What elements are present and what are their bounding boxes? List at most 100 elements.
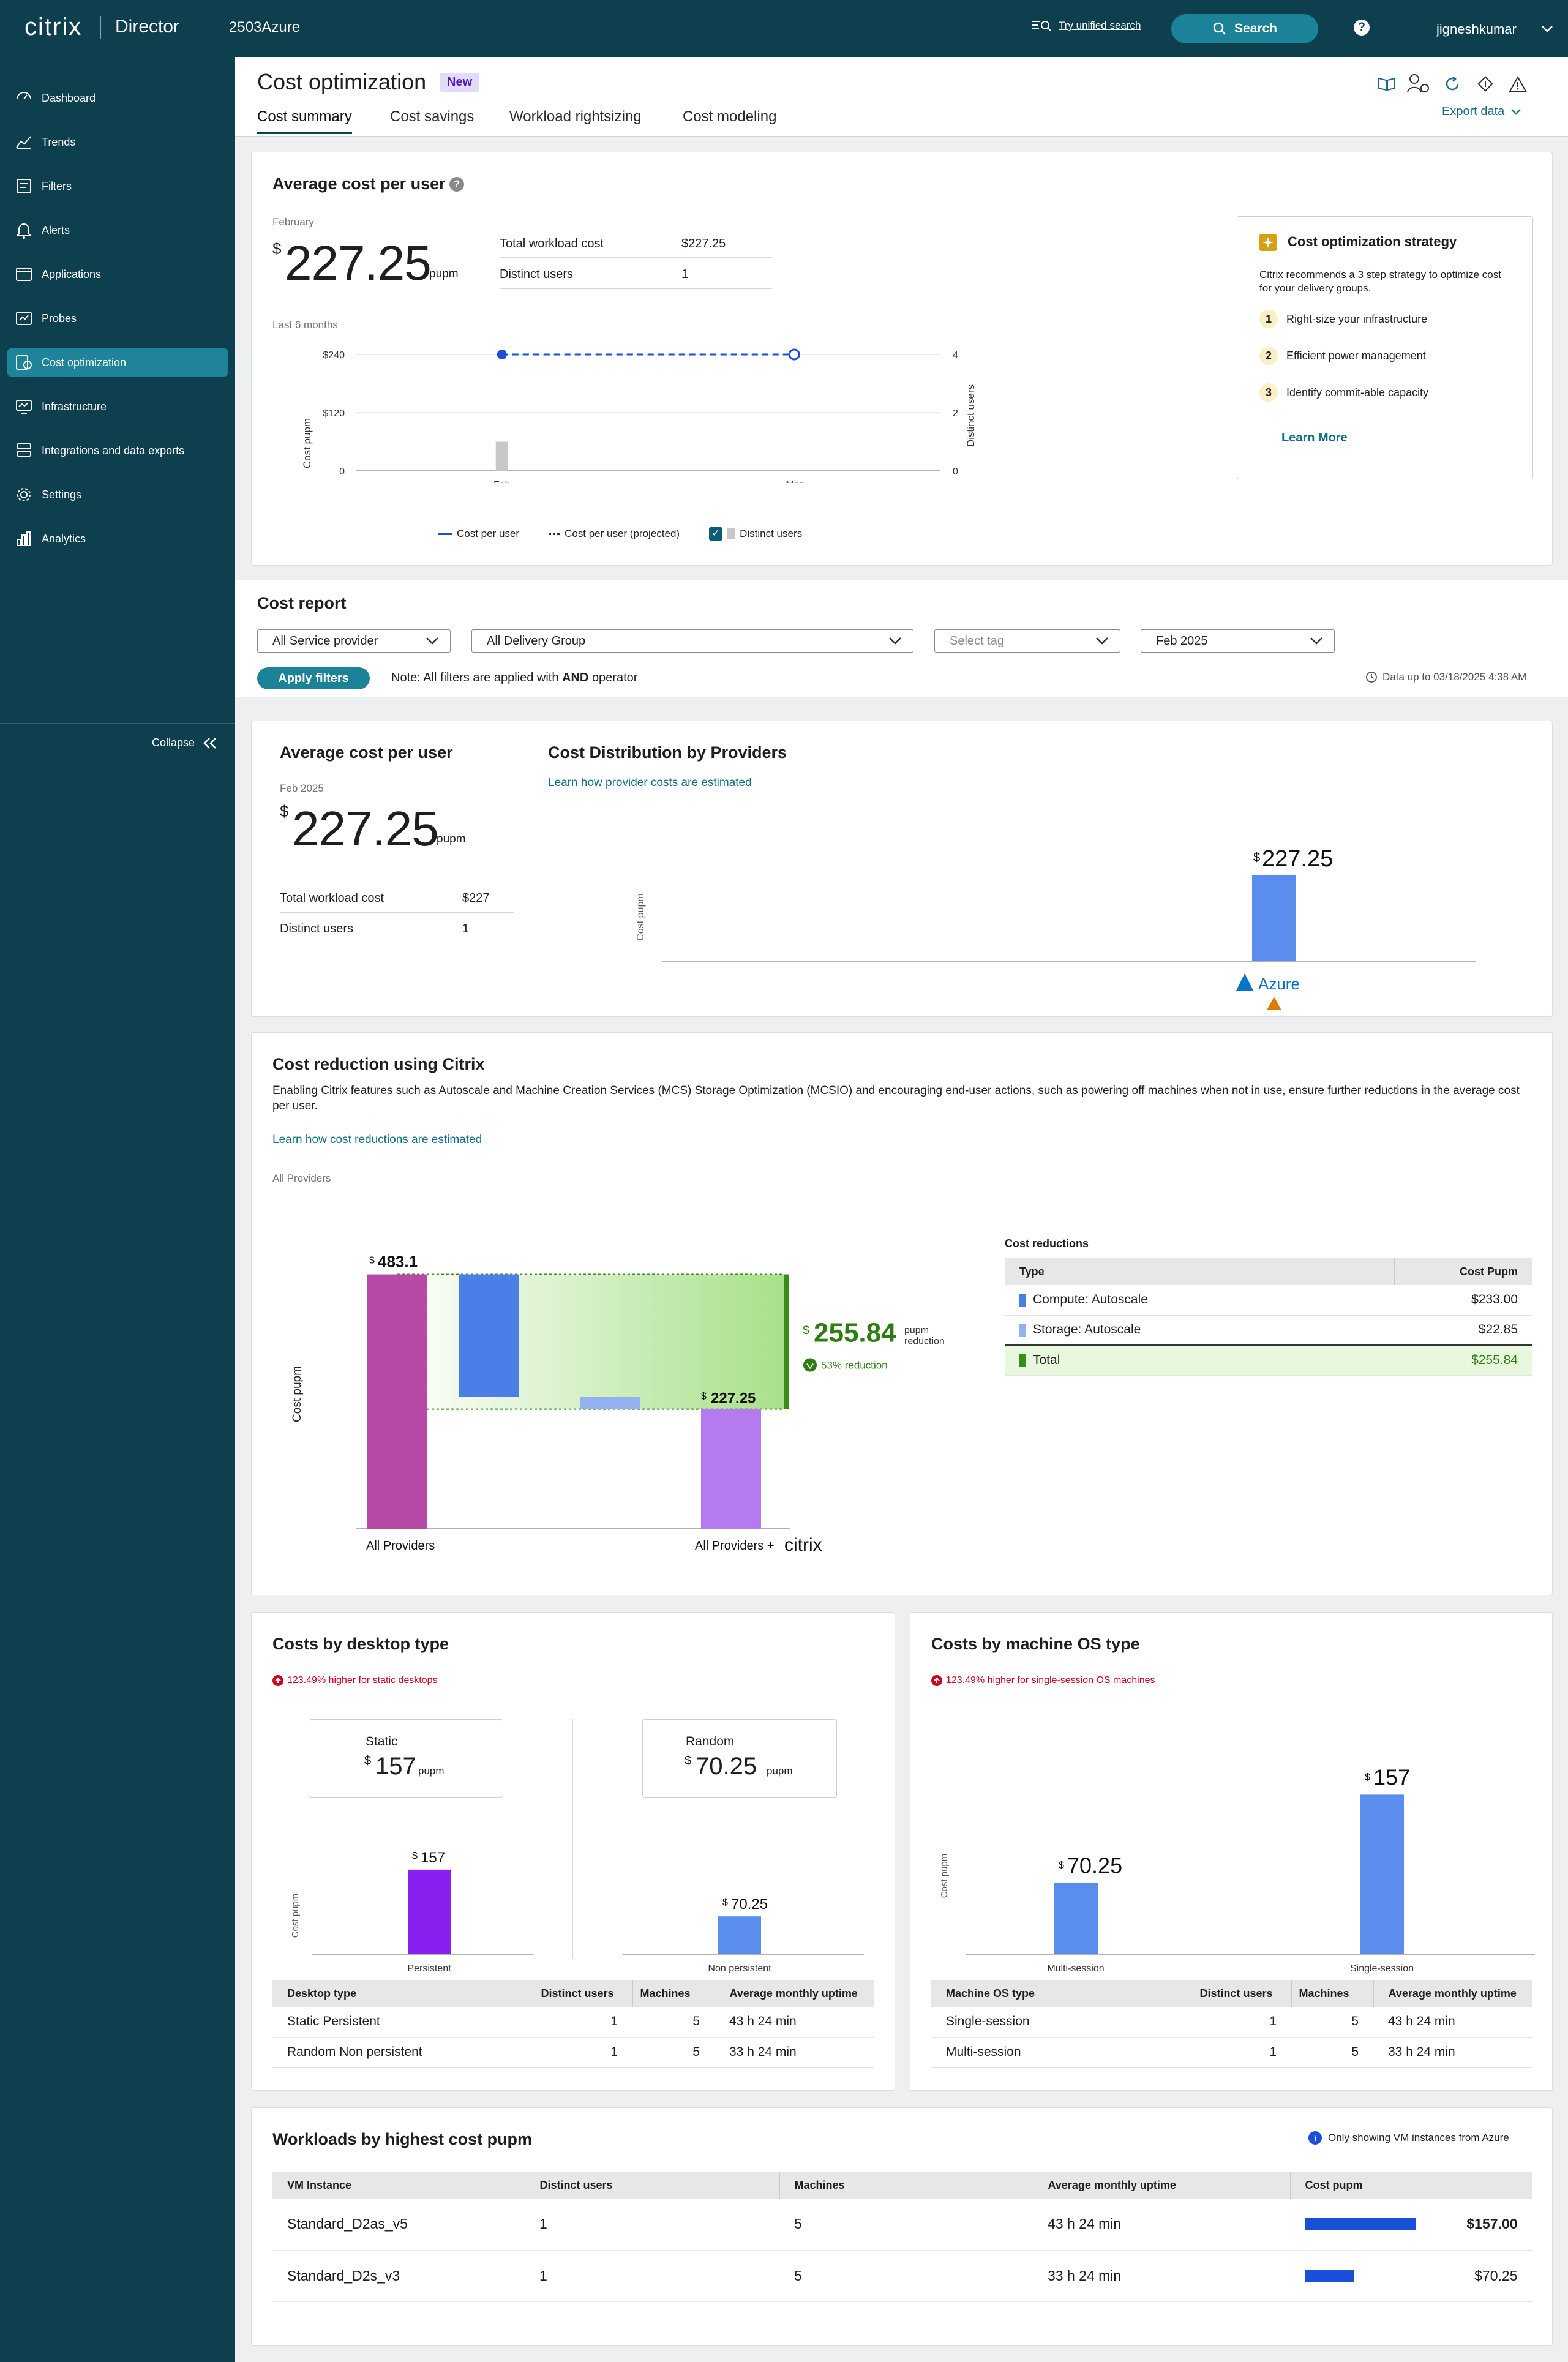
type-label: Compute: Autoscale <box>1033 1292 1148 1307</box>
delivery-group-dropdown[interactable]: All Delivery Group <box>471 629 913 653</box>
citrix-logo[interactable]: citrix <box>24 13 83 40</box>
sidebar-item-probes[interactable]: Probes <box>7 304 228 332</box>
x-tick-label: All Providers + <box>695 1539 775 1553</box>
checkbox-icon[interactable]: ✓ <box>709 527 723 541</box>
y-axis-label: Cost pupm <box>290 1894 301 1938</box>
color-swatch <box>1019 1324 1026 1337</box>
reduction-desc: Enabling Citrix features such as Autosca… <box>272 1084 1520 1112</box>
column-header: Machine OS type <box>931 1980 1190 2007</box>
sidebar-item-analytics[interactable]: Analytics <box>7 525 228 553</box>
chevron-down-icon[interactable] <box>1540 22 1554 36</box>
month-dropdown[interactable]: Feb 2025 <box>1141 629 1335 653</box>
machines-cell: 5 <box>1291 2007 1373 2038</box>
sidebar-item-label: Settings <box>42 488 82 501</box>
type-label: Storage: Autoscale <box>1033 1322 1141 1337</box>
sidebar-item-label: Filters <box>42 179 72 192</box>
sidebar-item-settings[interactable]: Settings <box>7 481 228 509</box>
table-body: Static Persistent 1 5 43 h 24 min Random Non… <box>272 2007 874 2068</box>
period-label: Last 6 months <box>272 319 338 331</box>
distinct-users-value: 1 <box>681 268 689 281</box>
machines-cell: 5 <box>779 2250 1033 2302</box>
cost-value: $70.25 <box>1474 2267 1518 2284</box>
x-tick-label: Non persistent <box>708 1963 771 1974</box>
legend-label: Cost per user (projected) <box>565 528 680 539</box>
machines-cell: 5 <box>632 2037 715 2068</box>
distinct-users-label: Distinct users <box>280 922 354 935</box>
legend-cost-per-user[interactable]: Cost per user <box>438 528 519 540</box>
tag-dropdown[interactable]: Select tag <box>934 629 1120 653</box>
table-row[interactable]: Standard_D2s_v3 1 5 33 h 24 min $70.25 <box>272 2250 1532 2302</box>
os-title: Costs by machine OS type <box>931 1635 1140 1653</box>
unified-search-icon <box>1032 21 1051 31</box>
column-header: Distinct users <box>531 1980 633 2007</box>
table-row[interactable]: Standard_D2as_v5 1 5 43 h 24 min $157.00 <box>272 2199 1532 2251</box>
tab-cost-summary[interactable]: Cost summary <box>257 108 352 134</box>
column-header: Distinct users <box>1190 1980 1292 2007</box>
book-icon[interactable] <box>1375 72 1399 96</box>
workloads-info: i Only showing VM instances from Azure <box>1308 2131 1509 2145</box>
tab-cost-modeling[interactable]: Cost modeling <box>683 108 777 125</box>
currency-symbol: $ <box>272 239 282 258</box>
os-type-chart: Cost pupm $70.25 Multi-session $ 157 Single-s… <box>939 1764 1535 1974</box>
chevron-down-icon <box>1511 108 1521 115</box>
sidebar-item-applications[interactable]: Applications <box>7 260 228 288</box>
sidebar-divider <box>0 723 235 724</box>
reduction-percent: 53% reduction <box>821 1360 888 1371</box>
workloads-table: VM Instance Distinct users Machines Average… <box>272 2172 1532 2302</box>
type-cell: Compute: Autoscale <box>1005 1285 1394 1316</box>
projected-point <box>788 348 800 361</box>
help-icon[interactable]: ? <box>449 177 464 192</box>
gear-icon <box>15 486 33 504</box>
divider <box>280 912 514 913</box>
machines-cell: 5 <box>632 2007 715 2038</box>
sidebar-item-dashboard[interactable]: Dashboard <box>7 84 228 112</box>
learn-more-link[interactable]: Learn More <box>1281 431 1348 444</box>
reduction-link[interactable]: Learn how cost reductions are estimated <box>272 1133 482 1146</box>
unified-search-link[interactable]: Try unified search <box>1032 18 1141 33</box>
warning-icon[interactable] <box>1506 72 1530 96</box>
user-menu[interactable]: jigneshkumar <box>1436 21 1517 37</box>
page-header: Cost optimization New Cost summary Cost … <box>235 57 1568 137</box>
desktop-type-card: Costs by desktop type 123.49% higher for… <box>251 1612 895 2091</box>
export-data-menu[interactable]: Export data <box>1442 105 1521 119</box>
static-label: Static <box>366 1734 398 1749</box>
legend-projected[interactable]: Cost per user (projected) <box>549 528 680 540</box>
column-header: Machines <box>1291 1980 1374 2007</box>
diamond-icon[interactable] <box>1473 72 1498 96</box>
bar-value-label: 157 <box>421 1850 445 1866</box>
sidebar-item-infrastructure[interactable]: Infrastructure <box>7 392 228 421</box>
tab-cost-savings[interactable]: Cost savings <box>390 108 475 125</box>
distinct-users-label: Distinct users <box>500 268 574 281</box>
provider-costs-link[interactable]: Learn how provider costs are estimated <box>548 776 752 789</box>
sidebar-item-label: Trends <box>42 135 76 148</box>
search-button[interactable]: Search <box>1171 14 1318 43</box>
apply-filters-button[interactable]: Apply filters <box>257 667 370 689</box>
column-header: VM Instance <box>272 2172 525 2199</box>
column-header: Type <box>1005 1258 1395 1285</box>
value-cell: $22.85 <box>1394 1315 1532 1346</box>
service-provider-dropdown[interactable]: All Service provider <box>257 629 451 653</box>
table-row: Storage: Autoscale $22.85 <box>1005 1315 1532 1346</box>
machines-cell: 5 <box>1291 2037 1373 2068</box>
total-workload-label: Total workload cost <box>280 891 384 905</box>
uptime-cell: 43 h 24 min <box>1033 2199 1290 2251</box>
export-data-label: Export data <box>1442 105 1505 118</box>
sidebar-item-label: Cost optimization <box>42 356 127 369</box>
refresh-icon[interactable] <box>1440 72 1465 96</box>
legend-distinct-users[interactable]: ✓ Distinct users <box>709 527 802 541</box>
sidebar-item-filters[interactable]: Filters <box>7 172 228 200</box>
sidebar-item-cost-optimization[interactable]: Cost optimization <box>7 348 228 377</box>
x-tick-label: Mar <box>786 480 803 483</box>
user-settings-icon[interactable] <box>1406 72 1430 96</box>
saving-value: 255.84 <box>814 1318 896 1348</box>
collapse-button[interactable]: Collapse <box>152 737 217 749</box>
step-label: Right-size your infrastructure <box>1286 312 1428 325</box>
tab-workload-rightsizing[interactable]: Workload rightsizing <box>509 108 642 125</box>
sidebar-item-integrations-and-data-exports[interactable]: Integrations and data exports <box>7 437 228 465</box>
sidebar-item-alerts[interactable]: Alerts <box>7 216 228 244</box>
total-label: Total <box>1033 1352 1060 1367</box>
help-icon[interactable]: ? <box>1354 20 1370 36</box>
site-name[interactable]: 2503Azure <box>229 19 301 36</box>
sidebar-item-trends[interactable]: Trends <box>7 128 228 156</box>
